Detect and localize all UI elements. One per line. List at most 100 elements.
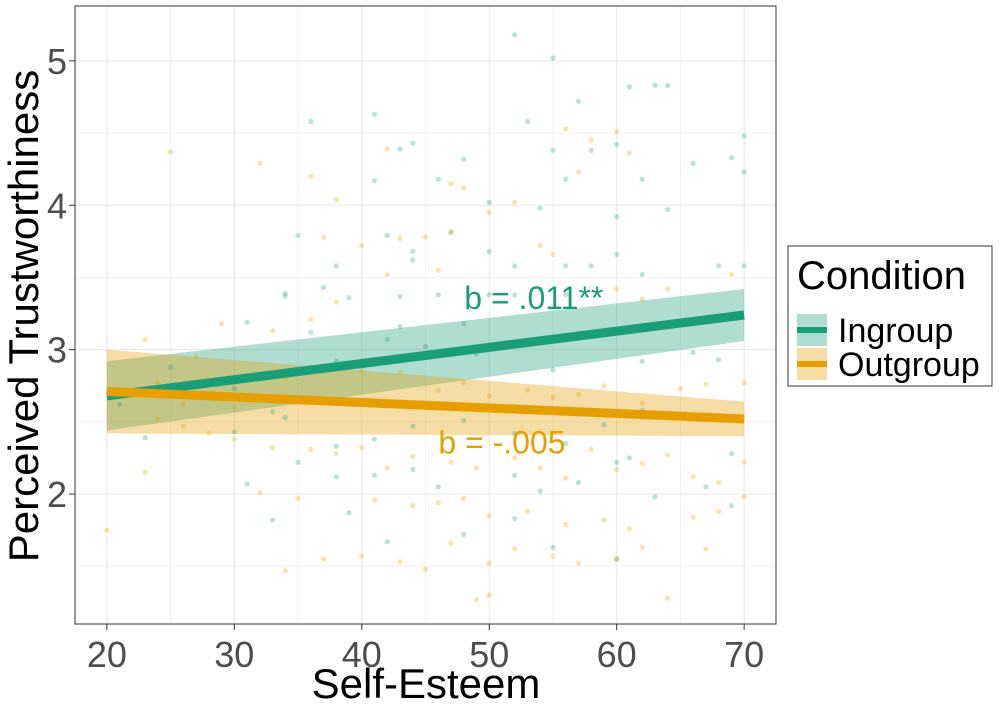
ingroup-data-point [512,515,518,522]
ingroup-data-point [614,214,620,220]
ingroup-data-point [333,263,339,269]
outgroup-data-point [665,286,671,292]
outgroup-data-point [512,455,518,461]
outgroup-data-point [639,461,645,467]
outgroup-data-point [473,596,480,603]
x-tick-label: 20 [87,634,127,675]
ingroup-data-point [716,357,722,363]
ingroup-data-point [282,290,288,296]
outgroup-data-point [626,150,633,156]
ingroup-data-point [550,544,556,551]
ingroup-data-point [435,176,441,182]
ingroup-data-point [231,429,237,435]
outgroup-fit-line [106,387,745,424]
ingroup-data-point [639,176,645,182]
outgroup-data-point [703,381,709,387]
x-tick-label: 60 [597,634,637,675]
ingroup-data-point [320,284,327,291]
outgroup-data-point [486,592,492,598]
outgroup-data-point [741,380,747,386]
outgroup-data-point [269,445,276,451]
ingroup-data-point [665,206,671,213]
ingroup-data-point [614,251,620,257]
ingroup-data-point [435,292,441,298]
y-axis-title: Perceived Trustworthiness [0,70,47,563]
ingroup-data-point [741,263,747,269]
ingroup-data-point [652,82,658,89]
ingroup-data-point [550,367,556,373]
ingroup-data-point [410,140,416,146]
outgroup-data-point [397,559,403,565]
outgroup-data-point [461,185,467,191]
ingroup-data-point [435,484,441,490]
outgroup-data-point [639,400,645,406]
outgroup-data-point [728,271,734,278]
y-tick-label: 5 [47,41,67,82]
outgroup-data-point [575,391,582,398]
outgroup-data-point [231,404,237,411]
ingroup-data-point [614,459,620,465]
ingroup-data-point [652,494,658,500]
ingroup-data-point [397,146,403,152]
outgroup-data-point [614,466,620,473]
ingroup-data-point [295,232,301,239]
ingroup-data-point [665,82,671,89]
ingroup-data-point [384,232,390,239]
ingroup-data-point [371,472,378,478]
outgroup-data-point [435,387,441,393]
ingroup-data-point [537,286,543,292]
outgroup-data-point [665,452,671,458]
ingroup-data-point [512,263,518,269]
outgroup-data-point [486,209,492,216]
outgroup-data-point [588,446,594,452]
outgroup-data-point [359,243,365,249]
legend-title: Condition [797,254,966,298]
ingroup-data-point [397,323,403,330]
ingroup-data-point [461,417,467,424]
outgroup-data-point [677,386,684,392]
outgroup-data-point [550,251,556,257]
y-tick-label: 3 [47,330,67,371]
ingroup-data-point [371,178,378,184]
outgroup-data-point [690,474,696,480]
ingroup-data-point [308,118,314,125]
outgroup-data-point [422,234,429,240]
legend-label-ingroup: Ingroup [838,312,953,350]
outgroup-data-point [320,556,327,562]
outgroup-data-point [218,321,225,327]
ingroup-data-point [575,98,582,104]
ingroup-data-point [346,295,352,301]
outgroup-data-point [308,173,314,179]
outgroup-data-point [142,469,148,475]
outgroup-data-point [435,267,441,273]
outgroup-data-point [155,416,161,422]
ingroup-data-point [371,111,378,117]
outgroup-data-point [614,556,620,562]
ingroup-data-point [269,517,276,523]
ingroup-data-point [703,484,709,490]
outgroup-data-point [716,508,722,514]
outgroup-data-point [231,436,237,442]
ingroup-data-point [142,435,148,441]
ingroup-data-point [588,263,594,269]
outgroup-data-point [371,497,378,503]
outgroup-data-point [473,465,480,471]
ingroup-data-point [308,329,314,335]
outgroup-data-point [448,459,454,465]
ingroup-data-point [282,293,288,299]
outgroup-data-point [563,475,569,481]
ingroup-data-point [563,263,569,269]
outgroup-data-point [550,553,556,559]
ingroup-data-point [741,169,747,175]
ingroup-data-point [333,474,339,480]
ingroup-data-point [614,556,620,562]
outgroup-data-point [384,271,390,278]
ingroup-data-point [741,133,747,139]
outgroup-data-point [601,517,607,523]
outgroup-data-point [588,137,594,143]
ingroup-data-point [690,160,696,166]
ingroup-data-point [563,440,569,447]
ingroup-data-point [728,451,734,457]
ingroup-data-point [117,401,123,408]
